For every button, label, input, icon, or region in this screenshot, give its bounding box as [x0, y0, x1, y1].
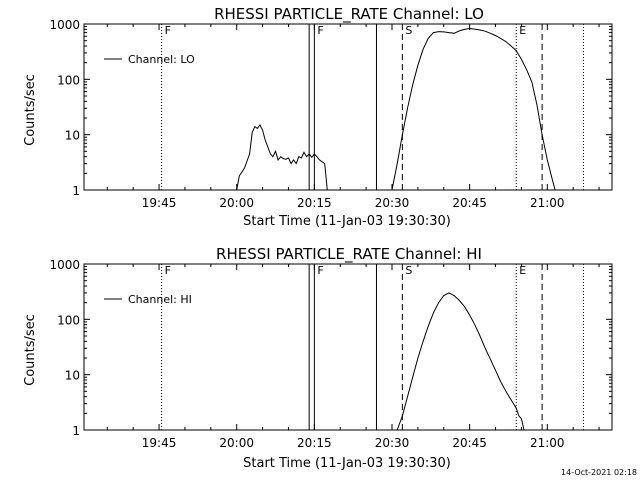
hi-x-tick-label: 20:30 — [375, 436, 410, 450]
lo-x-tick-label: 19:45 — [142, 196, 177, 210]
hi-y-tick-label: 100 — [57, 313, 80, 327]
lo-plot-area: 19:45 20:00 20:15 20:30 20:45 21:00 1 10 100 1000… — [49, 18, 613, 210]
lo-x-tick-label: 20:15 — [297, 196, 332, 210]
hi-channel-panel: 19:45 20:00 20:15 20:30 20:45 21:00 1 10 100 1000… — [23, 245, 613, 471]
hi-x-tick-label: 21:00 — [530, 436, 565, 450]
hi-legend-label: Channel: HI — [128, 293, 192, 306]
lo-x-tick-label: 20:30 — [375, 196, 410, 210]
lo-y-tick-label: 100 — [57, 73, 80, 87]
lo-rate-series-1 — [391, 27, 556, 191]
hi-x-tick-label: 20:15 — [297, 436, 332, 450]
lo-axes-frame — [83, 23, 613, 191]
hi-marker-label-4: S — [405, 264, 412, 277]
lo-channel-panel: 19:45 20:00 20:15 20:30 20:45 21:00 1 10 100 1000… — [23, 5, 613, 229]
lo-legend-label: Channel: LO — [128, 53, 195, 66]
hi-y-tick-label: 1000 — [49, 258, 80, 272]
lo-marker-label-0: F — [165, 24, 171, 37]
hi-marker-label-0: F — [165, 264, 171, 277]
lo-x-tick-label: 21:00 — [530, 196, 565, 210]
hi-y-tick-label: 1 — [72, 424, 80, 438]
hi-x-tick-label: 20:45 — [452, 436, 487, 450]
hi-x-tick-label: 19:45 — [142, 436, 177, 450]
hi-marker-label-5: E — [519, 264, 526, 277]
lo-y-tick-label: 1000 — [49, 18, 80, 32]
lo-chart-title: RHESSI PARTICLE_RATE Channel: LO — [214, 5, 484, 24]
hi-y-tick-label: 10 — [65, 369, 80, 383]
hi-marker-label-2: F — [317, 264, 323, 277]
lo-marker-label-2: F — [317, 24, 323, 37]
lo-rate-series-0 — [236, 123, 328, 191]
hi-y-axis-label: Counts/sec — [23, 314, 38, 386]
lo-x-tick-label: 20:00 — [219, 196, 254, 210]
lo-y-axis-label: Counts/sec — [23, 74, 38, 146]
lo-y-tick-label: 10 — [65, 129, 80, 143]
hi-axes-frame — [83, 263, 613, 431]
hi-plot-area: 19:45 20:00 20:15 20:30 20:45 21:00 1 10 100 1000… — [49, 258, 613, 450]
lo-marker-label-4: S — [405, 24, 412, 37]
hi-x-axis-label: Start Time (11-Jan-03 19:30:30) — [243, 456, 451, 471]
hi-chart-title: RHESSI PARTICLE_RATE Channel: HI — [216, 245, 482, 264]
hi-rate-series-0 — [396, 292, 525, 431]
hi-x-tick-label: 20:00 — [219, 436, 254, 450]
lo-y-tick-label: 1 — [72, 184, 80, 198]
lo-x-tick-label: 20:45 — [452, 196, 487, 210]
lo-marker-label-5: E — [519, 24, 526, 37]
generation-timestamp: 14-Oct-2021 02:18 — [561, 468, 637, 477]
lo-x-axis-label: Start Time (11-Jan-03 19:30:30) — [243, 214, 451, 229]
